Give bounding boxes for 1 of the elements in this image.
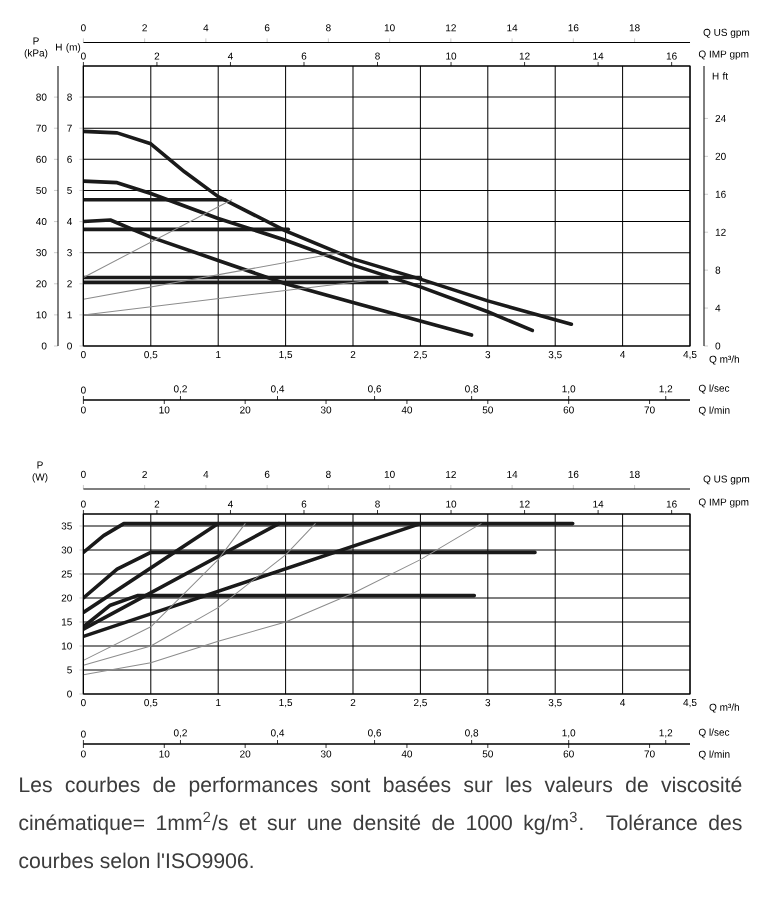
text: Les courbes de performances sont basées sur les valeurs de viscosité cinématique= 1mm$^{2}$/s et sur une densité de 1000 kg/m$^{3}$. Tolérance des courbes selon l'ISO9906. xyxy=(19,776,742,869)
